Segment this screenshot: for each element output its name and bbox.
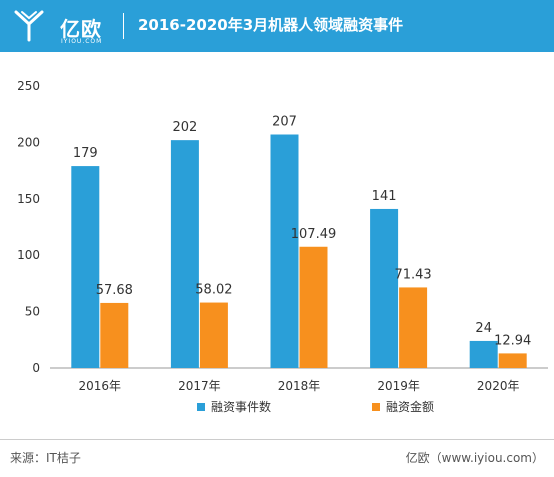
data-label-amount: 107.49 — [291, 227, 337, 242]
chart-title: 2016-2020年3月机器人领域融资事件 — [138, 16, 404, 34]
data-label-events: 141 — [372, 189, 397, 204]
y-tick-label: 50 — [25, 305, 40, 319]
x-tick-label: 2016年 — [79, 379, 122, 392]
header-divider — [123, 13, 124, 39]
bar-events — [270, 134, 299, 368]
legend-swatch-events — [197, 402, 205, 411]
brand-logo: 亿欧 IYIOU.COM — [14, 8, 114, 45]
bar-amount — [299, 246, 328, 368]
y-tick-label: 100 — [17, 248, 40, 262]
legend-label-events: 融资事件数 — [211, 400, 272, 414]
data-label-amount: 71.43 — [394, 267, 431, 282]
x-tick-label: 2020年 — [477, 379, 520, 392]
data-label-events: 202 — [172, 120, 197, 135]
y-tick-label: 150 — [17, 192, 40, 206]
x-tick-label: 2018年 — [278, 379, 321, 392]
legend-item-amount: 融资金额 — [372, 398, 434, 415]
data-label-events: 207 — [272, 115, 297, 130]
y-tick-label: 0 — [32, 361, 40, 375]
brand-domain: IYIOU.COM — [61, 38, 103, 45]
legend-swatch-amount — [372, 402, 380, 411]
bar-events — [370, 208, 399, 368]
chart-legend: 融资事件数 融资金额 — [0, 398, 554, 418]
footer-divider — [0, 439, 554, 440]
bar-amount — [498, 353, 527, 368]
bar-chart: 0 50 100 150 200 250 179 57.68 2016年 202 58.02 2017… — [17, 79, 548, 392]
legend-label-amount: 融资金额 — [386, 400, 435, 414]
bar-amount — [199, 302, 228, 368]
y-tick-label: 250 — [17, 79, 40, 93]
data-label-events: 24 — [475, 321, 492, 336]
x-tick-label: 2017年 — [178, 379, 221, 392]
legend-item-events: 融资事件数 — [197, 398, 271, 415]
x-tick-label: 2019年 — [377, 379, 420, 392]
bar-events — [71, 166, 100, 368]
y-tick-label: 200 — [17, 135, 40, 149]
bar-amount — [399, 287, 428, 368]
bar-events — [469, 340, 498, 368]
header-bar: 亿欧 IYIOU.COM 2016-2020年3月机器人领域融资事件 — [0, 0, 554, 52]
brand-name: 亿欧 — [60, 17, 102, 41]
bar-amount — [100, 302, 129, 368]
credit-note: 亿欧（www.iyiou.com） — [405, 451, 544, 465]
data-label-amount: 58.02 — [195, 283, 232, 298]
brand-mark-icon — [14, 10, 44, 42]
bar-events — [170, 140, 199, 368]
source-note: 来源：IT桔子 — [10, 451, 81, 465]
data-label-amount: 12.94 — [494, 333, 531, 348]
data-label-events: 179 — [73, 146, 98, 161]
data-label-amount: 57.68 — [96, 283, 133, 298]
